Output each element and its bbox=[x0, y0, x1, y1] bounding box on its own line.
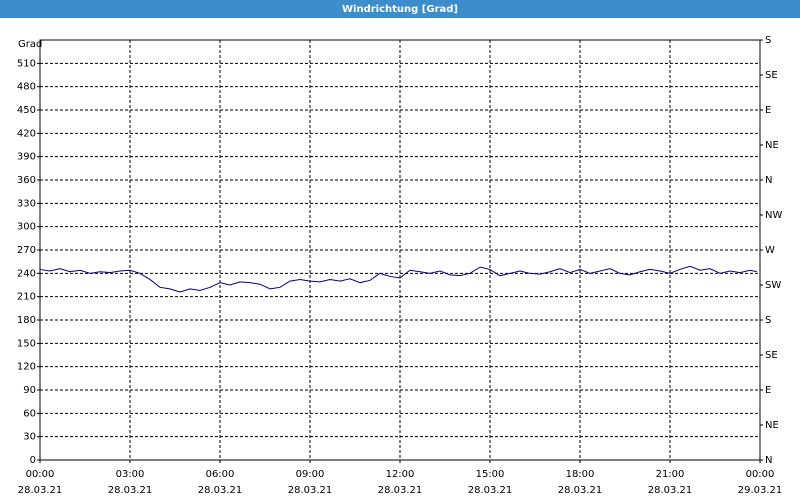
y-tick-label: 510 bbox=[17, 58, 36, 69]
x-tick-label: 03:00 bbox=[116, 469, 145, 480]
chart-title: Windrichtung [Grad] bbox=[342, 4, 458, 15]
x-tick-label: 18:00 bbox=[566, 469, 595, 480]
x-tick-label: 09:00 bbox=[296, 469, 325, 480]
y-tick-label: 270 bbox=[17, 245, 36, 256]
x-tick-label: 12:00 bbox=[386, 469, 415, 480]
y2-tick-label: SW bbox=[765, 280, 781, 291]
y-tick-label: 180 bbox=[17, 315, 36, 326]
y-tick-label: 30 bbox=[23, 432, 36, 443]
y2-tick-label: S bbox=[765, 35, 771, 46]
x-tick-date: 28.03.21 bbox=[108, 485, 153, 496]
y2-tick-label: SE bbox=[765, 70, 778, 81]
x-tick-date: 28.03.21 bbox=[648, 485, 693, 496]
y-tick-label: 0 bbox=[30, 455, 36, 466]
x-tick-date: 28.03.21 bbox=[468, 485, 513, 496]
y2-tick-label: SE bbox=[765, 350, 778, 361]
y-tick-label: 420 bbox=[17, 128, 36, 139]
y-tick-label: 450 bbox=[17, 105, 36, 116]
y-tick-label: 60 bbox=[23, 408, 36, 419]
y2-tick-label: NE bbox=[765, 420, 779, 431]
x-tick-date: 28.03.21 bbox=[288, 485, 333, 496]
y-tick-label: 390 bbox=[17, 152, 36, 163]
title-bar bbox=[0, 0, 800, 18]
x-tick-date: 28.03.21 bbox=[18, 485, 63, 496]
x-tick-date: 28.03.21 bbox=[378, 485, 423, 496]
y-tick-label: 300 bbox=[17, 222, 36, 233]
y-axis-label: Grad bbox=[18, 39, 42, 50]
x-tick-label: 15:00 bbox=[476, 469, 505, 480]
y-tick-label: 120 bbox=[17, 362, 36, 373]
y2-tick-label: NW bbox=[765, 210, 782, 221]
y2-tick-label: S bbox=[765, 315, 771, 326]
y2-tick-label: E bbox=[765, 385, 771, 396]
y2-tick-label: NE bbox=[765, 140, 779, 151]
y2-tick-label: W bbox=[765, 245, 775, 256]
y-tick-label: 210 bbox=[17, 292, 36, 303]
y-tick-label: 240 bbox=[17, 268, 36, 279]
data-line bbox=[39, 265, 758, 293]
x-tick-label: 00:00 bbox=[26, 469, 55, 480]
x-tick-date: 29.03.21 bbox=[738, 485, 783, 496]
y-tick-label: 330 bbox=[17, 198, 36, 209]
x-tick-label: 00:00 bbox=[746, 469, 775, 480]
x-tick-date: 28.03.21 bbox=[198, 485, 243, 496]
y2-tick-label: N bbox=[765, 175, 772, 186]
y-tick-label: 360 bbox=[17, 175, 36, 186]
y2-tick-label: E bbox=[765, 105, 771, 116]
y-tick-label: 150 bbox=[17, 338, 36, 349]
x-tick-label: 21:00 bbox=[656, 469, 685, 480]
y-tick-label: 90 bbox=[23, 385, 36, 396]
x-tick-label: 06:00 bbox=[206, 469, 235, 480]
x-tick-date: 28.03.21 bbox=[558, 485, 603, 496]
y-tick-label: 480 bbox=[17, 82, 36, 93]
y2-tick-label: N bbox=[765, 455, 772, 466]
